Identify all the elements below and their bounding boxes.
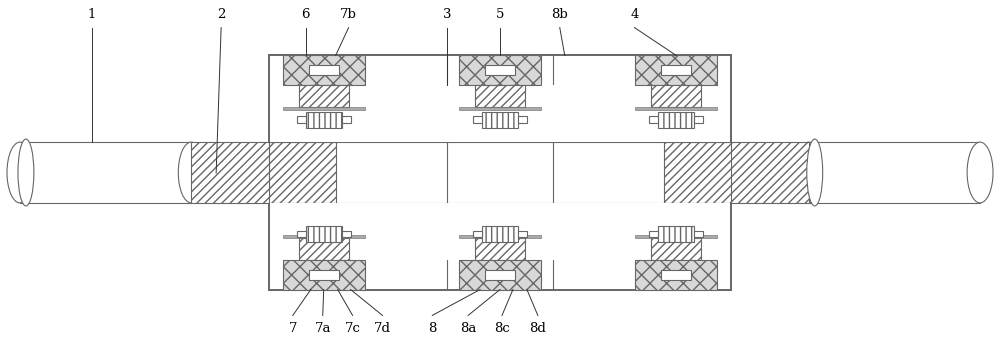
Text: 8a: 8a: [460, 322, 476, 335]
Text: 8c: 8c: [494, 322, 510, 335]
Bar: [309, 66, 339, 76]
Ellipse shape: [18, 139, 34, 206]
Text: 7d: 7d: [374, 322, 391, 335]
Bar: [447, 203, 553, 260]
Bar: [269, 56, 731, 289]
Bar: [459, 56, 541, 85]
Bar: [635, 260, 717, 289]
Bar: [635, 56, 717, 85]
Bar: [283, 56, 365, 85]
Ellipse shape: [7, 142, 33, 203]
Text: 2: 2: [217, 8, 225, 21]
Bar: [635, 107, 717, 110]
Bar: [485, 269, 515, 279]
Bar: [297, 117, 306, 123]
Bar: [270, 203, 447, 260]
Bar: [661, 269, 691, 279]
Bar: [447, 85, 553, 142]
Bar: [553, 85, 730, 142]
Bar: [299, 85, 349, 107]
Text: 6: 6: [302, 8, 310, 21]
Bar: [270, 85, 447, 142]
Bar: [518, 231, 527, 237]
Bar: [283, 107, 365, 110]
Bar: [459, 260, 541, 289]
Bar: [651, 85, 701, 107]
Text: 8b: 8b: [551, 8, 568, 21]
Bar: [649, 231, 658, 237]
Bar: [283, 260, 365, 289]
Bar: [694, 231, 703, 237]
Bar: [658, 112, 694, 128]
Bar: [342, 117, 351, 123]
Bar: [699, 142, 809, 203]
Bar: [20, 142, 191, 203]
Bar: [269, 142, 336, 203]
Text: 8: 8: [428, 322, 436, 335]
Bar: [299, 238, 349, 260]
Bar: [553, 203, 730, 260]
Text: 8d: 8d: [529, 322, 546, 335]
Bar: [475, 85, 525, 107]
Text: 4: 4: [630, 8, 639, 21]
Bar: [649, 117, 658, 123]
Text: 7a: 7a: [314, 322, 331, 335]
Bar: [694, 117, 703, 123]
Bar: [309, 269, 339, 279]
Bar: [473, 231, 482, 237]
Bar: [191, 142, 301, 203]
Bar: [664, 142, 731, 203]
Bar: [306, 112, 342, 128]
Bar: [473, 117, 482, 123]
Bar: [283, 235, 365, 238]
Bar: [459, 107, 541, 110]
Bar: [482, 112, 518, 128]
Text: 7c: 7c: [345, 322, 361, 335]
Ellipse shape: [796, 142, 822, 203]
Bar: [658, 226, 694, 242]
Ellipse shape: [807, 139, 823, 206]
Bar: [809, 142, 980, 203]
Bar: [475, 238, 525, 260]
Ellipse shape: [967, 142, 993, 203]
Bar: [342, 231, 351, 237]
Bar: [485, 66, 515, 76]
Bar: [635, 235, 717, 238]
Text: 5: 5: [496, 8, 504, 21]
Text: 7b: 7b: [340, 8, 357, 21]
Text: 7: 7: [289, 322, 297, 335]
Bar: [518, 117, 527, 123]
Bar: [482, 226, 518, 242]
Text: 1: 1: [87, 8, 96, 21]
Bar: [661, 66, 691, 76]
Text: 3: 3: [443, 8, 451, 21]
Bar: [651, 238, 701, 260]
Bar: [459, 235, 541, 238]
Bar: [306, 226, 342, 242]
Ellipse shape: [178, 142, 204, 203]
Bar: [297, 231, 306, 237]
